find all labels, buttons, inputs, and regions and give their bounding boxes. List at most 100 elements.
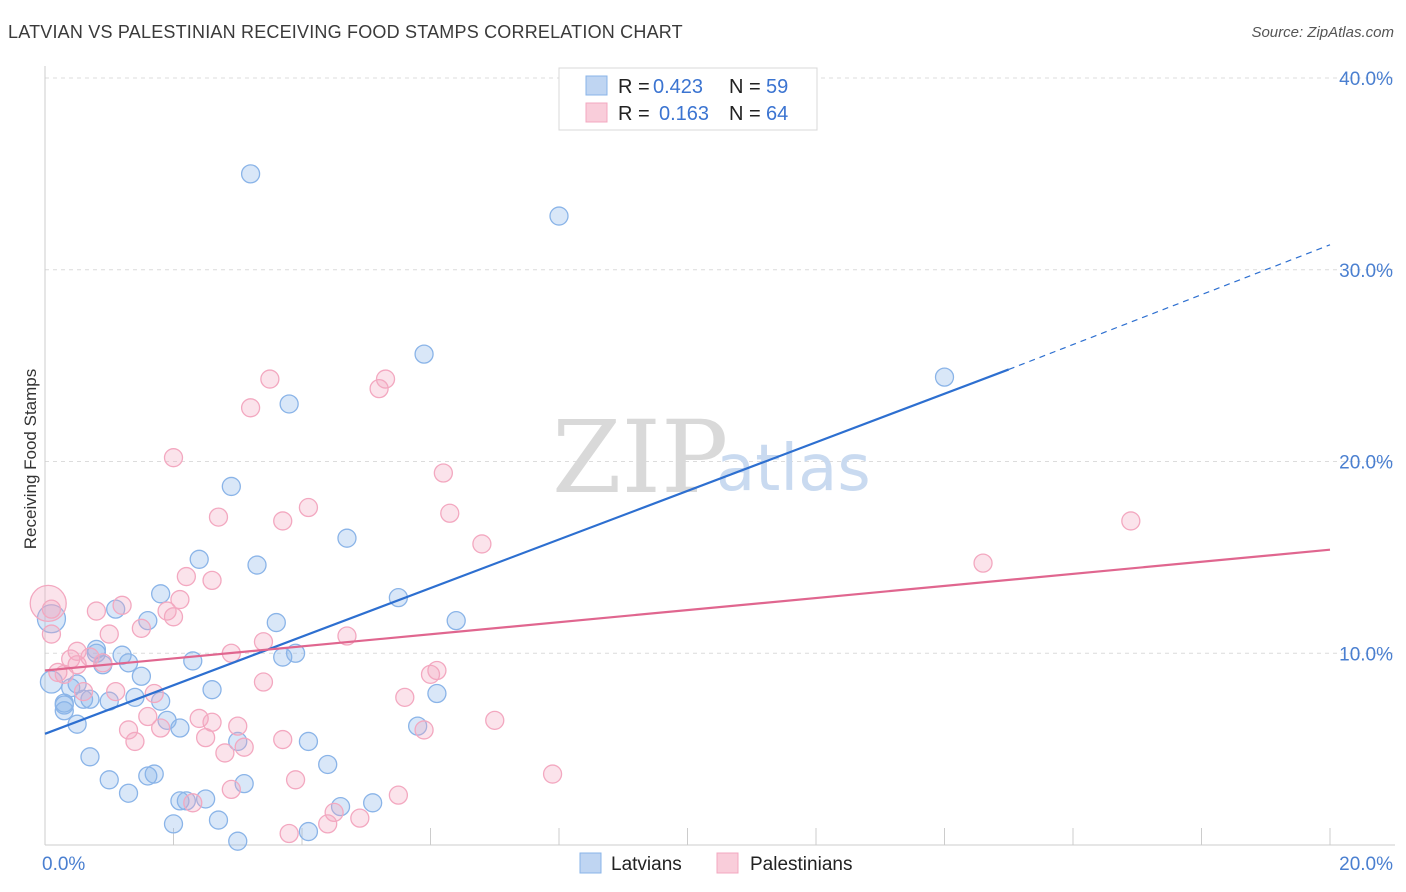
point-palestinian [369,378,389,399]
point-palestinian [253,672,274,692]
point-latvian [39,670,64,694]
point-latvian [446,611,466,631]
point-latvian [266,612,286,633]
bottom-legend: Latvians Palestinians [579,852,852,875]
point-latvian [208,810,229,830]
point-latvian [170,718,190,738]
point-latvian [54,701,74,721]
point-palestinian [221,779,241,800]
trend-line-palestinians [44,548,1331,672]
bottom-legend-palestinians: Palestinians [750,854,852,875]
x-tick-label: 20.0% [1339,854,1393,875]
point-palestinian [202,570,222,591]
point-latvian [414,344,434,364]
point-palestinian [215,743,235,763]
y-tick-label: 30.0% [1339,261,1393,282]
y-tick-label: 40.0% [1339,69,1393,90]
legend-r-value: 0.423 [653,76,703,98]
legend-box: R = 0.423 N = 59 R = 0.163 N = 64 [558,67,818,131]
point-palestinian [395,687,415,708]
point-latvian [228,831,248,851]
x-tick-label: 0.0% [42,854,85,875]
watermark-atlas: atlas [716,432,871,506]
series-palestinians [29,369,1141,844]
point-palestinian [279,823,299,844]
point-palestinian [163,607,184,627]
point-palestinian [298,497,319,518]
legend-r-label: R = [618,103,650,125]
y-tick-labels: 10.0% 20.0% 30.0% 40.0% [1339,69,1393,665]
legend-swatch-palestinians [585,102,608,123]
point-palestinian [375,369,396,389]
point-latvian [934,367,955,387]
point-latvian [189,549,209,569]
trend-line-latvians-extension [1008,244,1331,371]
y-tick-label: 20.0% [1339,453,1393,474]
point-palestinian [1121,511,1141,531]
point-palestinian [41,624,62,644]
point-latvian [202,680,222,700]
point-palestinian [112,595,132,615]
point-latvian [144,764,164,784]
legend-n-label: N = [729,103,761,125]
point-latvian [247,555,267,575]
legend-r-value: 0.163 [659,103,709,125]
point-palestinian [138,706,158,727]
point-palestinian [29,584,67,623]
point-palestinian [285,770,306,790]
point-palestinian [273,729,293,750]
point-latvian [279,394,299,414]
point-latvian [427,683,447,704]
point-palestinian [125,731,145,752]
point-latvian [99,770,119,790]
bottom-legend-swatch-palestinians [716,852,739,874]
point-palestinian [150,718,171,738]
point-latvian [80,747,100,767]
point-latvian [221,476,241,497]
point-palestinian [163,448,184,468]
point-palestinian [427,660,447,681]
trend-lines [44,244,1331,735]
point-latvian [183,651,203,671]
point-palestinian [542,764,563,784]
point-latvian [118,783,139,803]
point-latvian [549,206,569,226]
x-tick-labels: 0.0% 20.0% [42,854,1393,875]
y-axis-label: Receiving Food Stamps [21,369,40,549]
point-palestinian [93,653,113,673]
point-palestinian [202,712,222,732]
point-palestinian [472,534,492,554]
point-latvian [298,821,319,842]
point-latvian [150,691,171,711]
point-latvian [138,611,158,631]
bottom-legend-swatch-latvians [579,852,602,874]
trend-line-latvians [44,368,1010,735]
point-palestinian [240,398,261,418]
point-latvian [73,689,94,709]
chart-source: Source: ZipAtlas.com [1251,24,1394,41]
legend-swatch-latvians [585,75,608,96]
point-palestinian [324,802,344,823]
point-latvian [240,164,261,184]
point-latvian [363,793,383,813]
watermark-zip: ZIP [552,399,728,516]
point-palestinian [73,681,94,702]
point-palestinian [183,793,203,813]
point-palestinian [41,599,62,619]
point-latvian [337,528,357,548]
point-palestinian [86,601,107,621]
watermark: ZIP atlas [552,399,871,516]
series-latvians [36,164,955,851]
point-palestinian [234,737,254,757]
point-palestinian [131,618,152,638]
point-palestinian [414,720,434,740]
point-latvian [285,643,306,663]
point-palestinian [433,463,454,483]
legend-n-label: N = [729,76,761,98]
grid-lines [45,77,1395,654]
bottom-legend-latvians: Latvians [611,854,682,875]
point-palestinian [318,814,338,834]
point-palestinian [973,553,993,573]
point-latvian [163,814,184,834]
